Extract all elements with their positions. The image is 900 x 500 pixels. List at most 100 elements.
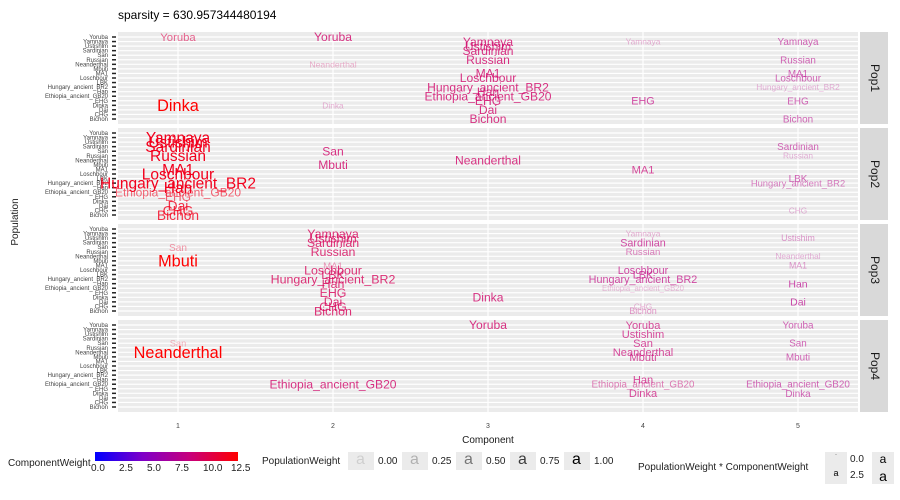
data-label: CHG <box>634 301 653 311</box>
component-weight-tick: 5.0 <box>147 463 161 474</box>
data-label: Sardinian <box>620 237 666 249</box>
y-tick-label: San <box>97 245 108 251</box>
data-label: Yoruba <box>783 320 814 331</box>
y-tick-label: Bichon <box>90 309 108 315</box>
data-label: Neanderthal <box>613 347 673 359</box>
y-tick-label: Russian <box>86 154 108 160</box>
data-label: MA1 <box>788 69 809 80</box>
data-label: Ethiopia_ancient_GB20 <box>602 284 685 293</box>
component-weight-colorbar <box>95 452 238 461</box>
data-label: Mbuti <box>318 158 348 172</box>
data-label: Sardinian <box>307 236 359 250</box>
y-tick-label: Sardinian <box>83 145 108 151</box>
data-label: Hungary_ancient_BR2 <box>756 82 840 92</box>
data-label: Bichon <box>157 208 199 223</box>
data-label: Dinka <box>157 97 200 115</box>
data-label: Sardinian <box>777 142 819 153</box>
data-label: Bichon <box>629 306 657 316</box>
y-tick-label: MA1 <box>96 167 109 173</box>
facet-panel-3: YorubaYamnayaUstishimSardinianSanRussian… <box>45 224 888 316</box>
data-label: MA1 <box>162 162 194 179</box>
data-label: Han <box>164 180 192 197</box>
y-tick-label: Loschbour <box>80 76 108 82</box>
population-weight-tick: 0.00 <box>378 456 398 467</box>
data-label: Neanderthal <box>775 251 820 261</box>
data-label: San <box>170 338 187 348</box>
y-tick-label: Han <box>97 282 108 288</box>
data-label: Ustishim <box>622 329 665 341</box>
data-label: Yamnaya <box>626 228 661 238</box>
data-label: EHG <box>787 96 808 107</box>
data-label: Ustishim <box>309 231 357 245</box>
data-label: Loschbour <box>142 166 214 183</box>
data-label: EHG <box>320 286 347 300</box>
y-tick-label: Ustishim <box>85 140 108 146</box>
data-label: Han <box>477 85 499 99</box>
data-label: Yoruba <box>626 320 662 332</box>
data-label: Mbuti <box>158 253 198 271</box>
y-tick-label: MA1 <box>96 359 109 365</box>
data-label: Hungary_ancient_BR2 <box>100 176 256 193</box>
y-tick-label: Hungary_ancient_BR2 <box>48 181 109 187</box>
x-tick-label: 1 <box>176 423 180 430</box>
product-glyph-small: a <box>825 468 847 484</box>
data-label: Russian <box>783 151 813 161</box>
data-label: Sardinian <box>462 44 513 58</box>
facet-panel-4: YorubaYamnayaUstishimSardinianSanRussian… <box>45 320 888 412</box>
data-label: Dai <box>324 295 343 309</box>
y-tick-label: San <box>97 53 108 59</box>
y-tick-label: Bichon <box>90 117 108 123</box>
data-label: Han <box>788 278 807 290</box>
y-tick-label: Mbuti <box>93 67 108 73</box>
population-weight-glyph: a <box>410 451 419 468</box>
y-tick-label: Ustishim <box>85 332 108 338</box>
data-label: Dai <box>479 103 497 117</box>
y-tick-label: Yoruba <box>89 227 108 233</box>
data-label: Russian <box>626 247 661 258</box>
y-tick-label: Russian <box>86 250 108 256</box>
data-label: Ethiopia_ancient_GB20 <box>592 380 695 391</box>
y-tick-label: MA1 <box>96 71 109 77</box>
facet-panel-2: YorubaYamnayaUstishimSardinianSanRussian… <box>45 128 888 220</box>
y-tick-label: Ethiopia_ancient_GB20 <box>45 286 109 292</box>
data-label: Mbuti <box>629 352 656 364</box>
data-label: Dinka <box>322 100 344 110</box>
facet-strip-label: Pop4 <box>868 352 882 380</box>
y-tick-label: Ethiopia_ancient_GB20 <box>45 382 109 388</box>
data-label: Bichon <box>783 114 813 125</box>
y-tick-label: Han <box>97 378 108 384</box>
data-label: Hungary_ancient_BR2 <box>427 80 549 94</box>
data-label: LBK <box>321 268 345 282</box>
data-label: Russian <box>150 148 206 165</box>
data-label: Yamnaya <box>146 130 211 147</box>
y-tick-label: CHG <box>95 112 109 118</box>
data-label: MA1 <box>476 67 501 81</box>
y-tick-label: Russian <box>86 58 108 64</box>
facet-strip <box>860 320 888 412</box>
data-label: Yoruba <box>469 318 507 332</box>
y-tick-label: Hungary_ancient_BR2 <box>48 373 109 379</box>
y-tick-label: Ethiopia_ancient_GB20 <box>45 190 109 196</box>
x-tick-label: 3 <box>486 423 490 430</box>
y-tick-label: CHG <box>95 304 109 310</box>
x-tick-label: 4 <box>641 423 645 430</box>
product-tick: 2.5 <box>850 470 864 481</box>
y-tick-label: LBK <box>97 369 108 375</box>
data-label: San <box>789 339 807 350</box>
facet-strip-label: Pop1 <box>868 64 882 92</box>
data-label: LBK <box>633 269 654 281</box>
y-tick-label: Neanderthal <box>75 254 108 260</box>
y-tick-label: Neanderthal <box>75 62 108 68</box>
y-tick-label: CHG <box>95 208 109 214</box>
data-label: Yamnaya <box>778 37 819 48</box>
data-label: Bichon <box>470 112 507 126</box>
y-tick-label: Dai <box>99 108 108 114</box>
data-label: CHG <box>319 300 347 314</box>
y-tick-label: Yoruba <box>89 323 108 329</box>
product-glyph-large: a <box>872 452 894 468</box>
population-weight-swatch <box>348 452 374 470</box>
data-label: Yamnaya <box>307 227 359 241</box>
data-label: Russian <box>780 55 816 66</box>
y-tick-label: EHG <box>95 291 108 297</box>
data-label: Ustishim <box>148 135 207 152</box>
